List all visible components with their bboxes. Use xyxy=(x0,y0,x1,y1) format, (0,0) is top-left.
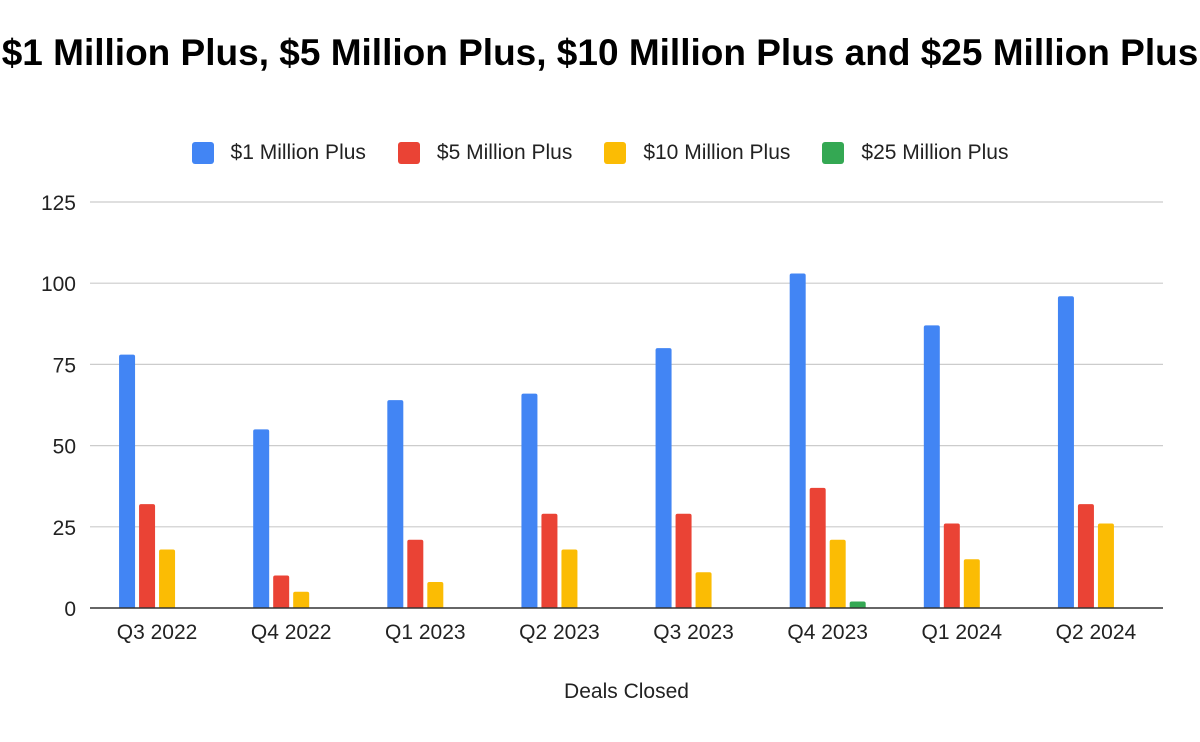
y-tick-label-75: 75 xyxy=(53,354,76,377)
y-tick-label-50: 50 xyxy=(53,436,76,459)
bar-q3-2022-series-3[interactable] xyxy=(159,549,176,608)
legend-swatch-1m xyxy=(191,142,214,164)
bar-q1-2024-series-3[interactable] xyxy=(963,559,980,608)
bar-q2-2023-series-1[interactable] xyxy=(521,393,538,608)
bar-q4-2022-series-2[interactable] xyxy=(273,575,290,608)
bar-q4-2022-series-1[interactable] xyxy=(253,429,270,608)
bar-q3-2022-series-1[interactable] xyxy=(119,354,136,608)
bar-q1-2023-series-1[interactable] xyxy=(387,400,404,608)
legend-label-10m: $10 Million Plus xyxy=(643,141,791,164)
chart-title: $1 Million Plus, $5 Million Plus, $10 Mi… xyxy=(1,32,1199,73)
bar-q2-2024-series-3[interactable] xyxy=(1097,523,1114,608)
bar-q3-2023-series-3[interactable] xyxy=(695,572,712,608)
y-tick-label-25: 25 xyxy=(53,517,76,540)
x-tick-label-q2-2024: Q2 2024 xyxy=(1056,621,1137,644)
bar-q1-2024-series-2[interactable] xyxy=(943,523,960,608)
legend-label-25m: $25 Million Plus xyxy=(861,141,1009,164)
bar-q4-2023-series-4[interactable] xyxy=(849,601,866,608)
x-tick-label-q1-2023: Q1 2023 xyxy=(385,621,466,644)
gridlines xyxy=(90,201,1163,528)
legend-swatch-25m xyxy=(822,142,845,164)
bar-q3-2023-series-1[interactable] xyxy=(655,348,672,608)
legend: $1 Million Plus $5 Million Plus $10 Mill… xyxy=(0,140,1200,166)
bar-q2-2023-series-3[interactable] xyxy=(561,549,578,608)
legend-label-1m: $1 Million Plus xyxy=(230,141,366,164)
legend-item-1m[interactable]: $1 Million Plus xyxy=(191,141,366,165)
bar-q3-2023-series-2[interactable] xyxy=(675,513,692,608)
bar-q3-2022-series-2[interactable] xyxy=(139,504,156,608)
legend-swatch-10m xyxy=(604,142,627,164)
bar-q2-2024-series-2[interactable] xyxy=(1077,504,1094,608)
legend-label-5m: $5 Million Plus xyxy=(436,141,573,164)
x-tick-label-q2-2023: Q2 2023 xyxy=(519,621,600,644)
x-tick-label-q3-2022: Q3 2022 xyxy=(117,621,198,644)
bar-q2-2024-series-1[interactable] xyxy=(1057,296,1074,608)
bar-q4-2023-series-3[interactable] xyxy=(829,539,846,608)
y-tick-label-100: 100 xyxy=(41,273,76,296)
x-tick-label-q3-2023: Q3 2023 xyxy=(653,621,734,644)
bar-q1-2024-series-1[interactable] xyxy=(923,325,940,608)
bar-q1-2023-series-2[interactable] xyxy=(407,539,424,608)
x-axis-title: Deals Closed xyxy=(564,680,689,703)
y-axis-ticks: 0 25 50 75 100 125 xyxy=(41,192,76,621)
x-axis-ticks: Q3 2022 Q4 2022 Q1 2023 Q2 2023 Q3 2023 Q4 20… xyxy=(117,621,1137,644)
bar-q4-2022-series-3[interactable] xyxy=(293,591,310,608)
bars xyxy=(119,273,1114,608)
bar-q2-2023-series-2[interactable] xyxy=(541,513,558,608)
bar-q4-2023-series-1[interactable] xyxy=(789,273,806,608)
y-tick-label-125: 125 xyxy=(41,192,76,215)
x-tick-label-q4-2023: Q4 2023 xyxy=(787,621,868,644)
legend-item-10m[interactable]: $10 Million Plus xyxy=(604,141,790,165)
legend-item-25m[interactable]: $25 Million Plus xyxy=(822,141,1008,165)
y-tick-label-0: 0 xyxy=(64,598,76,621)
legend-item-5m[interactable]: $5 Million Plus xyxy=(397,141,573,165)
bar-q4-2023-series-2[interactable] xyxy=(809,487,826,608)
x-tick-label-q1-2024: Q1 2024 xyxy=(922,621,1003,644)
bar-q1-2023-series-3[interactable] xyxy=(427,582,444,608)
legend-swatch-5m xyxy=(397,142,420,164)
x-tick-label-q4-2022: Q4 2022 xyxy=(251,621,332,644)
